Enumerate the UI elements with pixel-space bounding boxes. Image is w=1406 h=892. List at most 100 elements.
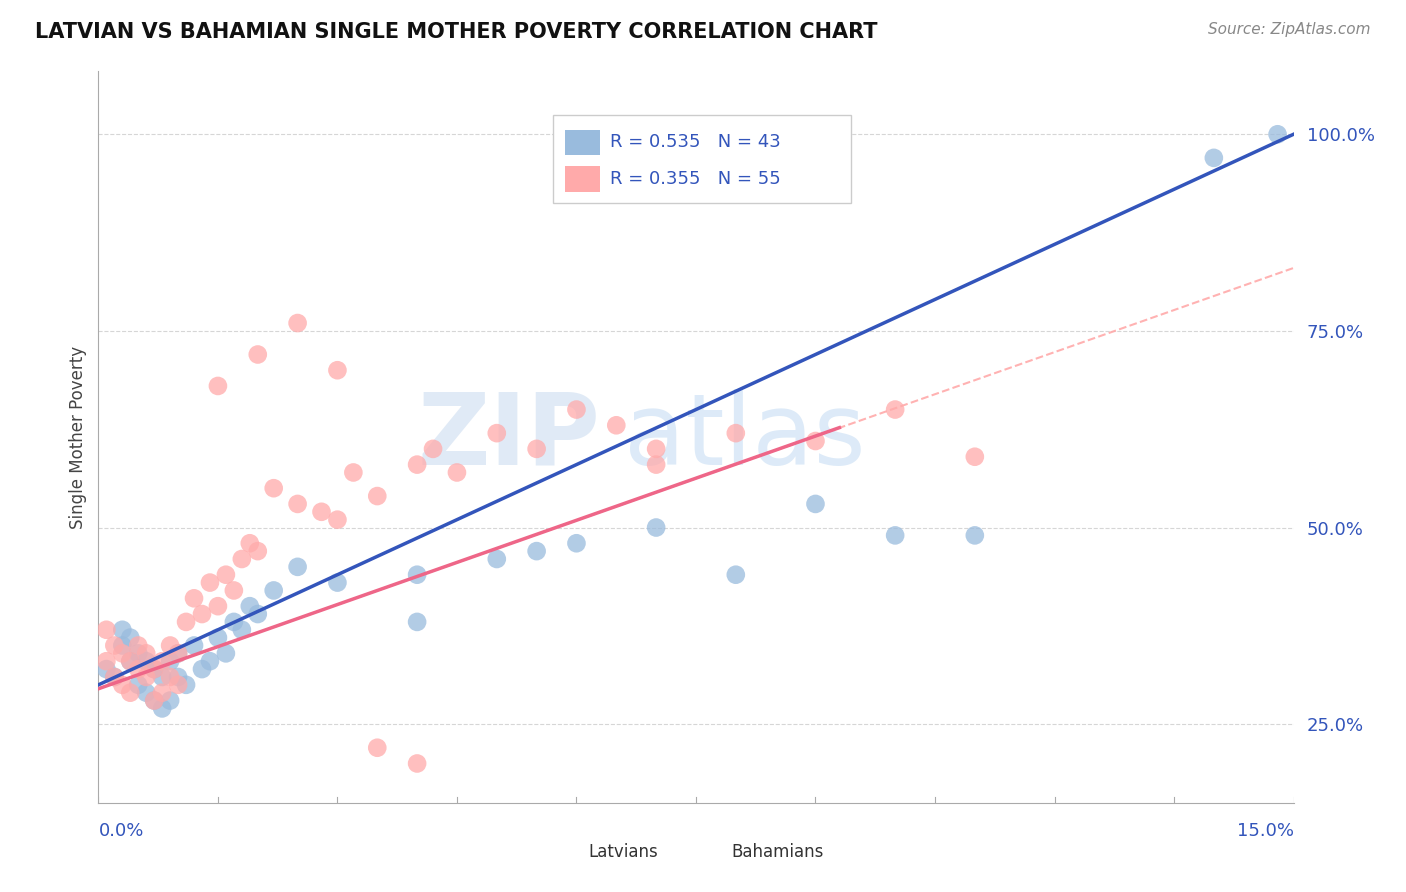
Point <box>645 458 668 472</box>
Text: Bahamians: Bahamians <box>733 843 824 861</box>
Point <box>605 418 627 433</box>
Point <box>150 670 173 684</box>
Point <box>963 450 986 464</box>
Point <box>246 544 269 558</box>
Point <box>311 505 333 519</box>
Point <box>159 670 181 684</box>
Point <box>135 654 157 668</box>
Point <box>127 639 149 653</box>
Point <box>120 654 142 668</box>
Point <box>263 481 285 495</box>
Point <box>150 701 173 715</box>
FancyBboxPatch shape <box>565 130 600 155</box>
Point <box>406 458 429 472</box>
Point <box>884 402 907 417</box>
Point <box>198 575 221 590</box>
Text: ZIP: ZIP <box>418 389 600 485</box>
Point <box>120 686 142 700</box>
Point <box>191 662 214 676</box>
Point <box>103 670 125 684</box>
Point <box>143 662 166 676</box>
Point <box>263 583 285 598</box>
FancyBboxPatch shape <box>565 167 600 192</box>
Point <box>167 646 190 660</box>
Point <box>111 623 134 637</box>
Point <box>127 646 149 660</box>
Point <box>884 528 907 542</box>
Point <box>724 567 747 582</box>
Point <box>174 678 197 692</box>
Point <box>183 639 205 653</box>
Point <box>287 559 309 574</box>
Point <box>143 693 166 707</box>
Point <box>135 646 157 660</box>
Point <box>326 363 349 377</box>
Point <box>222 583 245 598</box>
Point <box>724 426 747 441</box>
Point <box>215 646 238 660</box>
Point <box>207 379 229 393</box>
Point <box>215 567 238 582</box>
Point <box>111 639 134 653</box>
Point <box>103 639 125 653</box>
Point <box>366 740 388 755</box>
Point <box>111 678 134 692</box>
Point <box>103 670 125 684</box>
Point <box>246 607 269 621</box>
Point <box>963 528 986 542</box>
Point <box>96 662 118 676</box>
Point <box>326 575 349 590</box>
Point <box>231 623 253 637</box>
Point <box>1202 151 1225 165</box>
Point <box>239 536 262 550</box>
Point <box>127 662 149 676</box>
Point <box>191 607 214 621</box>
Point <box>485 552 508 566</box>
Point <box>183 591 205 606</box>
Point <box>446 466 468 480</box>
Point <box>231 552 253 566</box>
Point <box>120 654 142 668</box>
Point <box>222 615 245 629</box>
Point <box>326 513 349 527</box>
FancyBboxPatch shape <box>553 840 582 863</box>
Point <box>1267 128 1289 142</box>
Point <box>96 623 118 637</box>
Point <box>167 670 190 684</box>
Point <box>246 347 269 361</box>
Point <box>207 599 229 614</box>
Point <box>167 646 190 660</box>
Point <box>135 670 157 684</box>
Point <box>565 402 588 417</box>
Point <box>159 654 181 668</box>
Point <box>207 631 229 645</box>
Point <box>120 631 142 645</box>
FancyBboxPatch shape <box>553 115 852 203</box>
Text: Source: ZipAtlas.com: Source: ZipAtlas.com <box>1208 22 1371 37</box>
Point <box>143 693 166 707</box>
Point <box>485 426 508 441</box>
Point <box>342 466 364 480</box>
Point <box>111 646 134 660</box>
Text: LATVIAN VS BAHAMIAN SINGLE MOTHER POVERTY CORRELATION CHART: LATVIAN VS BAHAMIAN SINGLE MOTHER POVERT… <box>35 22 877 42</box>
Point <box>804 434 827 448</box>
Text: R = 0.355   N = 55: R = 0.355 N = 55 <box>610 169 780 188</box>
Point <box>565 536 588 550</box>
Point <box>287 316 309 330</box>
Point <box>198 654 221 668</box>
Point <box>143 662 166 676</box>
Y-axis label: Single Mother Poverty: Single Mother Poverty <box>69 345 87 529</box>
Point <box>150 654 173 668</box>
Point <box>366 489 388 503</box>
Point <box>287 497 309 511</box>
Point <box>804 497 827 511</box>
Point <box>174 615 197 629</box>
Point <box>526 544 548 558</box>
Point <box>239 599 262 614</box>
Text: 15.0%: 15.0% <box>1236 822 1294 840</box>
Point <box>167 678 190 692</box>
Point <box>406 567 429 582</box>
Point <box>406 615 429 629</box>
Text: R = 0.535   N = 43: R = 0.535 N = 43 <box>610 133 780 152</box>
Point <box>645 442 668 456</box>
